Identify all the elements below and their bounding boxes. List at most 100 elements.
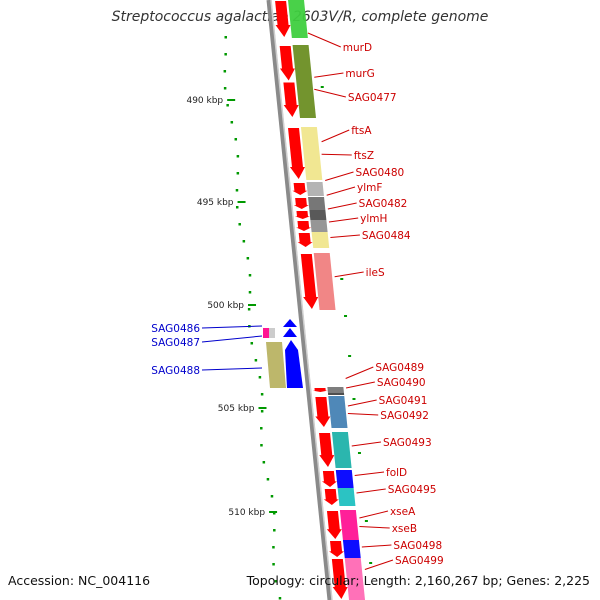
- gc-dot: [224, 36, 228, 39]
- scale-tick: [269, 511, 278, 513]
- forward-gene-arrow: [321, 471, 337, 487]
- gene-label: xseA: [390, 506, 416, 518]
- gc-dot: [223, 87, 227, 90]
- accession-text: Accession: NC_004116: [8, 573, 151, 588]
- gc-dot: [247, 308, 251, 311]
- forward-gene-arrow: [283, 82, 299, 117]
- gene-label: SAG0486: [151, 323, 200, 335]
- gene-leader-line: [354, 471, 385, 476]
- forward-gene-arrow: [326, 511, 342, 539]
- gene-label: SAG0493: [383, 437, 432, 449]
- gc-dot: [274, 580, 278, 583]
- gc-dot: [248, 291, 252, 294]
- scale-tick-label: 510 kbp: [228, 508, 265, 518]
- gc-dot: [364, 520, 368, 522]
- gc-dot: [224, 53, 227, 56]
- gc-dot: [246, 257, 250, 260]
- forward-gene-arrow: [312, 388, 328, 392]
- gc-dot: [234, 138, 238, 141]
- gc-dot: [369, 562, 373, 564]
- gene-label: ftsZ: [354, 150, 374, 162]
- gene-band: [313, 253, 336, 310]
- gene-band: [309, 210, 327, 220]
- forward-gene-arrow: [331, 559, 348, 599]
- gc-dot: [344, 315, 348, 317]
- gc-dot: [230, 121, 234, 124]
- gc-dot: [236, 155, 240, 158]
- reverse-gene-arrow: [285, 340, 303, 388]
- gene-leader-line: [361, 544, 392, 548]
- gene-leader-line: [345, 381, 375, 389]
- gene-leader-line: [328, 217, 359, 223]
- gene-label: SAG0488: [151, 365, 200, 377]
- gc-dot: [248, 274, 252, 277]
- scale-tick-label: 505 kbp: [218, 404, 255, 414]
- gene-leader-line: [356, 488, 386, 494]
- gene-band: [339, 510, 359, 540]
- scale-tick-label: 500 kbp: [207, 301, 244, 311]
- scale-tick-label: 490 kbp: [186, 96, 223, 106]
- gc-dot: [340, 278, 344, 280]
- gc-dot: [260, 393, 264, 396]
- gc-dot: [226, 104, 229, 107]
- gene-leader-line: [321, 129, 350, 143]
- gene-label: SAG0492: [380, 410, 429, 422]
- gene-band: [328, 396, 348, 428]
- gc-dots: [223, 36, 373, 600]
- gene-band: [327, 393, 345, 395]
- gene-band: [306, 182, 324, 196]
- gc-dot: [262, 461, 266, 464]
- gene-leader-line: [347, 399, 377, 407]
- genome-backbone: [266, 0, 333, 600]
- forward-gene-arrow: [296, 221, 312, 231]
- gc-dot: [260, 427, 263, 430]
- gc-dot: [235, 189, 239, 192]
- gene-band: [337, 488, 356, 506]
- reverse-gene-arrow: [283, 319, 297, 327]
- forward-gene-arrow: [275, 1, 291, 37]
- gc-dot: [242, 240, 246, 243]
- gc-dot: [320, 86, 324, 88]
- gene-leader-line: [314, 88, 346, 98]
- gene-label: SAG0480: [355, 167, 404, 179]
- gc-dot: [223, 70, 227, 73]
- gc-dot: [235, 206, 239, 209]
- gene-band: [327, 387, 344, 393]
- forward-gene-arrow: [315, 397, 331, 427]
- forward-gene-arrow: [297, 233, 313, 247]
- gc-dot: [260, 410, 264, 413]
- gc-dot: [236, 172, 240, 175]
- gene-leader-line: [359, 510, 389, 519]
- gene-label: folD: [386, 467, 407, 479]
- gene-label: SAG0482: [359, 198, 408, 210]
- reverse-gene-band: [269, 328, 275, 338]
- gene-band: [288, 0, 308, 38]
- gene-leader-line: [321, 153, 352, 156]
- gc-dot: [272, 512, 276, 515]
- gene-label: murG: [345, 68, 374, 80]
- gene-band: [311, 232, 330, 248]
- scale-tick: [237, 201, 246, 203]
- gene-leader-line: [201, 325, 263, 329]
- gc-dot: [357, 452, 361, 454]
- gene-leader-line: [325, 171, 354, 181]
- forward-gene-arrow: [300, 254, 319, 309]
- gene-label: SAG0499: [395, 555, 444, 567]
- gene-band: [335, 470, 354, 488]
- scale-ticks: 490 kbp 495 kbp 500 kbp 505 kbp 510 kbp: [186, 96, 278, 518]
- gene-label: ftsA: [351, 125, 372, 137]
- reverse-gene-band: [263, 328, 269, 338]
- gene-leader-line: [201, 335, 263, 343]
- gene-label: xseB: [392, 523, 417, 535]
- gc-dot: [238, 223, 241, 226]
- gene-leader-line: [314, 72, 344, 78]
- gc-dot: [278, 597, 282, 600]
- gene-band: [308, 197, 326, 210]
- gene-label: ileS: [366, 267, 385, 279]
- gene-label: SAG0477: [348, 92, 397, 104]
- gene-label: SAG0491: [379, 395, 428, 407]
- gc-dot: [270, 495, 274, 498]
- gene-leader-line: [326, 186, 356, 196]
- gene-label: SAG0489: [375, 362, 424, 374]
